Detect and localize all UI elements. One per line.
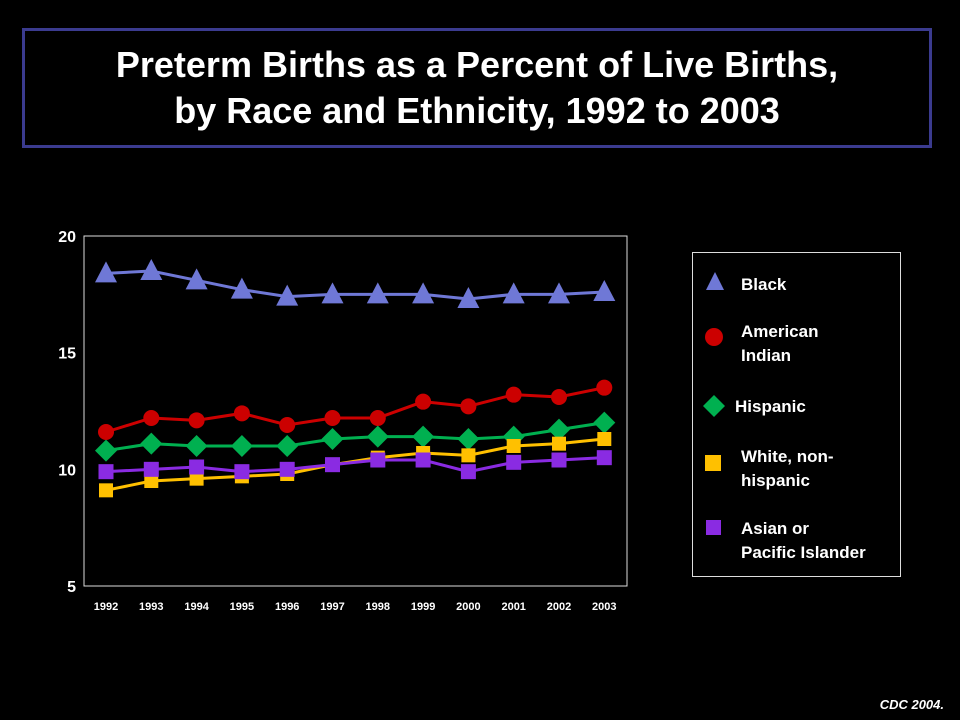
data-point-black (366, 282, 389, 304)
data-point-white-non-hispanic (461, 448, 476, 463)
data-point-black (548, 282, 570, 304)
data-point-asian-or-pacific-islander (506, 454, 522, 470)
data-point-hispanic (321, 428, 344, 450)
diamond-marker-icon (703, 395, 725, 417)
chart-title-line-2: by Race and Ethnicity, 1992 to 2003 (174, 90, 780, 131)
data-point-american-indian (188, 412, 205, 429)
data-point-hispanic (548, 418, 570, 441)
series-line-asian-or-pacific-islander (105, 456, 605, 474)
data-point-black (140, 259, 163, 280)
x-tick-label: 2000 (456, 601, 480, 613)
data-point-hispanic (412, 425, 435, 448)
data-point-asian-or-pacific-islander (143, 461, 159, 477)
legend-label-black: Black (741, 275, 787, 294)
x-tick-label: 2001 (501, 601, 525, 613)
series-line-white-non-hispanic (105, 437, 605, 492)
data-point-hispanic (276, 435, 299, 457)
data-point-black (185, 268, 208, 290)
y-tick-label: 10 (58, 462, 76, 479)
legend: Black American Indian Hispanic White, no… (692, 252, 901, 577)
data-point-white-non-hispanic (144, 474, 159, 488)
title-box: Preterm Births as a Percent of Live Birt… (22, 28, 932, 148)
data-point-asian-or-pacific-islander (551, 452, 567, 468)
data-point-american-indian (233, 405, 250, 422)
data-point-american-indian (460, 398, 477, 415)
data-point-asian-or-pacific-islander (279, 461, 295, 477)
data-point-white-non-hispanic (597, 432, 612, 446)
data-point-white-non-hispanic (189, 471, 204, 486)
data-point-asian-or-pacific-islander (415, 452, 431, 468)
data-point-black (321, 282, 344, 304)
data-point-white-non-hispanic (99, 483, 113, 498)
data-point-black (457, 287, 480, 308)
data-point-asian-or-pacific-islander (325, 457, 340, 473)
x-tick-label: 2002 (547, 601, 571, 613)
y-tick-label: 15 (58, 346, 76, 363)
data-point-hispanic (140, 432, 163, 455)
data-point-black (95, 261, 117, 283)
data-point-american-indian (324, 410, 341, 426)
data-point-black (502, 282, 525, 304)
x-tick-label: 1997 (320, 601, 344, 613)
data-point-asian-or-pacific-islander (596, 450, 612, 466)
x-tick-label: 1993 (139, 601, 163, 613)
legend-label-hispanic: Hispanic (735, 397, 806, 416)
data-point-american-indian (369, 410, 386, 426)
data-point-hispanic (457, 428, 480, 450)
data-point-american-indian (551, 389, 567, 405)
x-tick-label: 2003 (592, 601, 616, 613)
data-point-black (276, 284, 299, 306)
data-point-american-indian (98, 424, 114, 440)
square-marker-icon (705, 455, 721, 471)
x-tick-label: 1995 (230, 601, 254, 613)
square-marker-icon (706, 520, 721, 535)
data-point-american-indian (143, 410, 160, 426)
data-point-hispanic (95, 439, 117, 462)
x-tick-label: 1999 (411, 601, 435, 613)
data-point-black (412, 282, 435, 304)
data-point-american-indian (505, 386, 522, 403)
data-point-hispanic (185, 435, 208, 457)
data-point-asian-or-pacific-islander (98, 464, 114, 480)
legend-label-american-indian: American Indian (741, 322, 819, 365)
data-point-hispanic (593, 411, 616, 434)
data-point-american-indian (279, 417, 296, 433)
x-tick-label: 1996 (275, 601, 299, 613)
circle-marker-icon (705, 328, 723, 346)
series-line-black (105, 269, 605, 301)
source-citation: CDC 2004. (879, 697, 944, 712)
chart-title-line-1: Preterm Births as a Percent of Live Birt… (115, 44, 839, 85)
data-point-american-indian (415, 393, 432, 410)
data-point-black (593, 280, 616, 301)
legend-label-white-non-hispanic: White, non- hispanic (741, 447, 834, 490)
y-tick-label: 20 (58, 229, 76, 246)
data-point-white-non-hispanic (506, 439, 521, 453)
y-tick-label: 5 (67, 579, 76, 596)
x-tick-label: 1994 (184, 601, 209, 613)
data-point-hispanic (366, 425, 389, 448)
triangle-marker-icon (706, 272, 724, 290)
x-tick-label: 1992 (94, 601, 118, 613)
data-point-asian-or-pacific-islander (460, 464, 476, 480)
data-point-asian-or-pacific-islander (370, 452, 386, 468)
legend-label-asian-pacific-islander: Asian or Pacific Islander (741, 519, 866, 562)
data-point-hispanic (230, 435, 253, 457)
data-point-american-indian (596, 379, 613, 396)
x-tick-label: 1998 (366, 601, 390, 613)
series-line-american-indian (105, 386, 605, 434)
data-point-white-non-hispanic (552, 436, 566, 451)
data-point-black (230, 277, 253, 299)
data-point-asian-or-pacific-islander (234, 464, 250, 480)
plot-area-frame (83, 235, 628, 587)
data-point-asian-or-pacific-islander (189, 459, 205, 475)
